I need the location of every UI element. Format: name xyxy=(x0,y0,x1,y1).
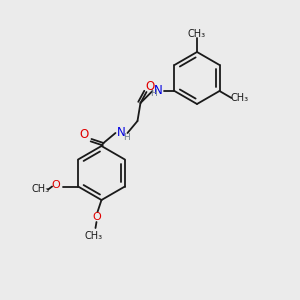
Text: CH₃: CH₃ xyxy=(188,29,206,39)
Text: O: O xyxy=(80,128,89,142)
Text: O: O xyxy=(146,80,155,92)
Text: H: H xyxy=(123,133,130,142)
Text: H: H xyxy=(150,89,157,98)
Text: CH₃: CH₃ xyxy=(31,184,49,194)
Text: CH₃: CH₃ xyxy=(230,93,249,103)
Text: CH₃: CH₃ xyxy=(84,231,103,241)
Text: O: O xyxy=(92,212,101,222)
Text: N: N xyxy=(117,127,126,140)
Text: N: N xyxy=(154,85,163,98)
Text: O: O xyxy=(52,181,61,190)
